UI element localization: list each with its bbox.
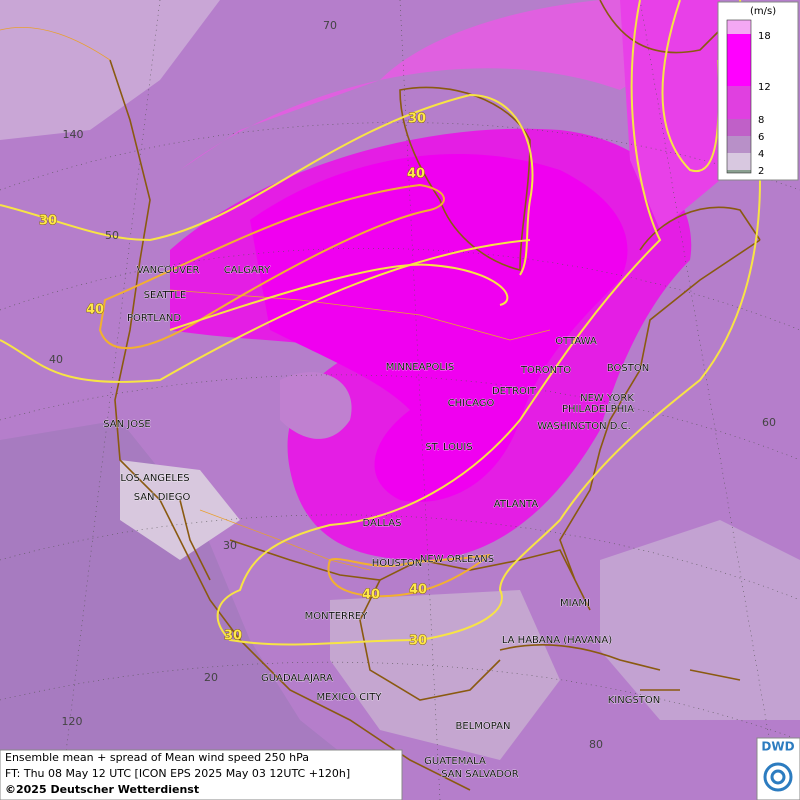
city-label: SAN SALVADOR bbox=[441, 769, 518, 780]
city-label: ST. LOUIS bbox=[425, 442, 472, 453]
contours bbox=[0, 0, 762, 646]
footer-line: ©2025 Deutscher Wetterdienst bbox=[5, 783, 199, 796]
city-label: MIAMI bbox=[560, 598, 590, 609]
city-label: OTTAWA bbox=[555, 336, 597, 347]
city-label: CHICAGO bbox=[448, 398, 495, 409]
graticule-label: 80 bbox=[589, 738, 603, 751]
graticule-label: 60 bbox=[762, 416, 776, 429]
footer-line: Ensemble mean + spread of Mean wind spee… bbox=[5, 751, 309, 764]
contour-label: 40 bbox=[86, 303, 104, 318]
city-label: GUADALAJARA bbox=[261, 673, 333, 684]
city-label: BOSTON bbox=[607, 363, 649, 374]
city-label: MEXICO CITY bbox=[317, 692, 383, 703]
city-label: VANCOUVER bbox=[137, 265, 200, 276]
city-label: MINNEAPOLIS bbox=[386, 362, 454, 373]
city-label: DALLAS bbox=[363, 518, 402, 529]
city-label: MONTERREY bbox=[305, 611, 369, 622]
graticule-label: 50 bbox=[105, 229, 119, 242]
graticule-label: 70 bbox=[323, 19, 337, 32]
graticule-label: 140 bbox=[63, 128, 84, 141]
legend-tick-label: 12 bbox=[758, 82, 771, 93]
city-label: LOS ANGELES bbox=[120, 473, 189, 484]
legend-tick-label: 6 bbox=[758, 132, 764, 143]
footer: DWD bbox=[0, 737, 800, 800]
graticule-label: 20 bbox=[204, 671, 218, 684]
graticule-label: 120 bbox=[62, 715, 83, 728]
city-label: HOUSTON bbox=[372, 558, 423, 569]
legend-tick-label: 8 bbox=[758, 115, 764, 126]
coastlines bbox=[0, 0, 761, 791]
footer-line: FT: Thu 08 May 12 UTC [ICON EPS 2025 May… bbox=[5, 767, 350, 780]
graticule-label: 30 bbox=[223, 539, 237, 552]
contour-label: 30 bbox=[39, 214, 57, 229]
graticule-label: 40 bbox=[49, 353, 63, 366]
legend-title: (m/s) bbox=[750, 6, 776, 17]
city-label: NEW ORLEANS bbox=[420, 554, 494, 565]
contour-label: 30 bbox=[224, 629, 242, 644]
logo: DWD bbox=[761, 740, 794, 754]
contour-label: 40 bbox=[407, 167, 425, 182]
city-label: KINGSTON bbox=[608, 695, 661, 706]
city-label: SEATTLE bbox=[144, 290, 187, 301]
city-label: SAN JOSE bbox=[103, 419, 151, 430]
city-label: NEW YORK bbox=[580, 393, 634, 404]
city-label: DETROIT bbox=[492, 386, 537, 397]
city-label: GUATEMALA bbox=[424, 756, 486, 767]
city-label: TORONTO bbox=[520, 365, 571, 376]
city-label: ATLANTA bbox=[494, 499, 539, 510]
contour-label: 40 bbox=[409, 583, 427, 598]
city-label: PHILADELPHIA bbox=[562, 404, 634, 415]
contour-label: 30 bbox=[408, 112, 426, 127]
legend-tick-label: 4 bbox=[758, 149, 764, 160]
contour-label: 40 bbox=[362, 588, 380, 603]
contour-label: 30 bbox=[409, 634, 427, 649]
city-label: LA HABANA (HAVANA) bbox=[502, 635, 612, 646]
city-label: PORTLAND bbox=[127, 313, 181, 324]
city-label: CALGARY bbox=[224, 265, 271, 276]
legend-tick-label: 18 bbox=[758, 31, 771, 42]
city-label: WASHINGTON D.C. bbox=[537, 421, 631, 432]
legend-tick-label: 2 bbox=[758, 166, 764, 177]
legend: (m/s) bbox=[717, 1, 799, 181]
city-label: SAN DIEGO bbox=[134, 492, 191, 503]
city-label: BELMOPAN bbox=[456, 721, 511, 732]
